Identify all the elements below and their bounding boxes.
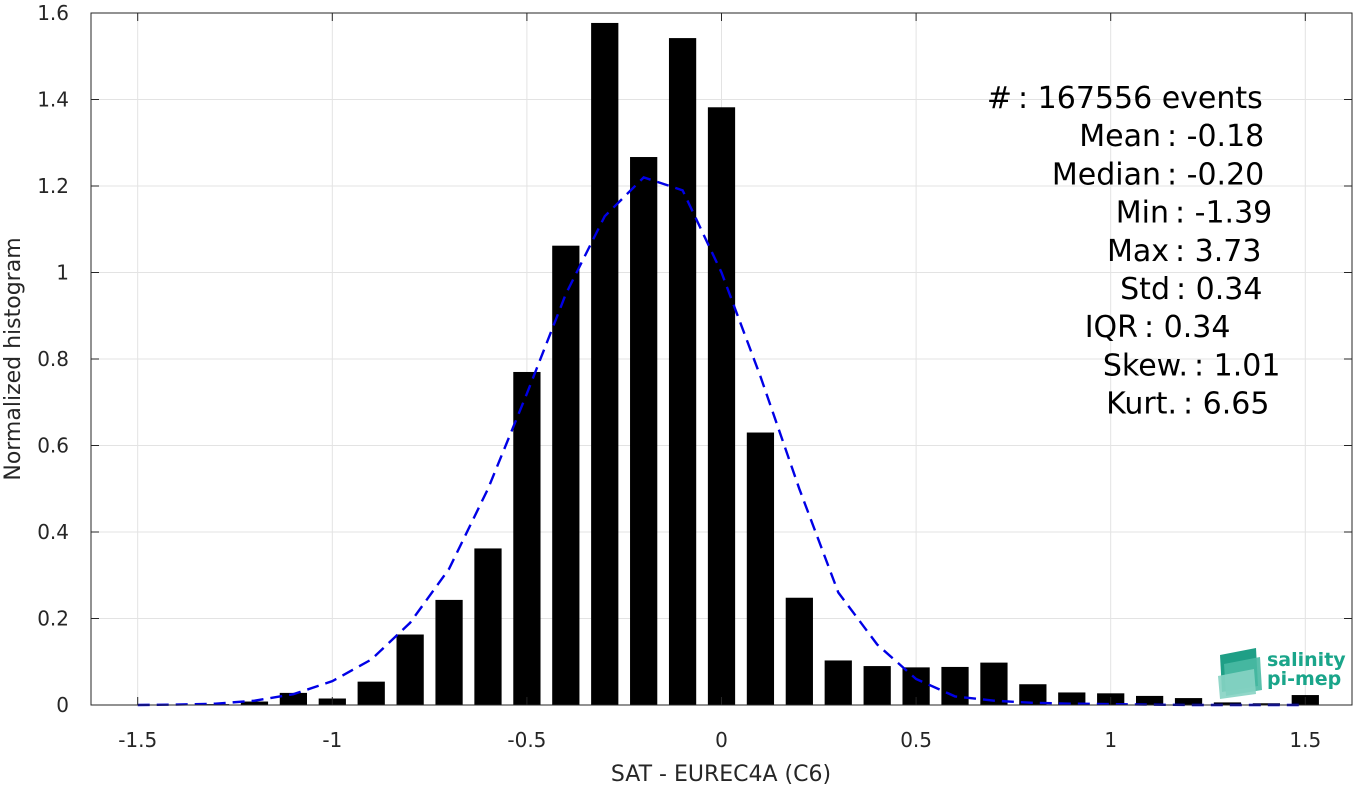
histogram-bar xyxy=(1174,698,1203,705)
y-axis-label: Normalized histogram xyxy=(1,237,26,480)
stat-value: : 6.65 xyxy=(1183,387,1269,422)
stat-value: : 1.01 xyxy=(1194,348,1280,383)
histogram-bar xyxy=(1019,684,1047,705)
stat-label: IQR xyxy=(1085,310,1138,345)
stat-value: : 3.73 xyxy=(1175,234,1261,269)
histogram-bar xyxy=(1252,703,1280,705)
histogram-bar xyxy=(357,681,385,705)
stat-label: Min xyxy=(1116,196,1169,231)
histogram-bar xyxy=(941,666,969,705)
x-tick-label: -0.5 xyxy=(507,728,546,752)
stat-label: Kurt. xyxy=(1106,387,1177,422)
stat-value: : 167556 events xyxy=(1018,81,1263,116)
y-tick-label: 1 xyxy=(56,261,69,285)
stat-value: : -0.20 xyxy=(1167,157,1264,192)
stat-label: Skew. xyxy=(1103,348,1188,383)
stat-label: Median xyxy=(1052,157,1161,192)
logo-line2: pi-mep xyxy=(1267,668,1341,690)
histogram-bar xyxy=(474,548,502,705)
y-tick-label: 0.2 xyxy=(37,607,69,631)
histogram-bar xyxy=(1213,702,1242,705)
x-tick-label: 0 xyxy=(715,728,728,752)
x-tick-label: 0.5 xyxy=(900,728,932,752)
histogram-bar xyxy=(668,38,697,705)
gaussian-fit-curve xyxy=(137,176,1306,707)
histogram-bar xyxy=(630,157,658,705)
histogram-bar xyxy=(1058,692,1086,705)
stat-value: : 0.34 xyxy=(1176,272,1262,307)
y-tick-label: 1.6 xyxy=(37,1,69,25)
x-tick-label: 1.5 xyxy=(1289,728,1321,752)
histogram-bar xyxy=(824,660,852,705)
histogram-bar xyxy=(785,597,813,705)
stat-value: : -0.18 xyxy=(1167,119,1264,154)
x-tick-label: 1 xyxy=(1104,728,1117,752)
histogram-bar xyxy=(396,634,424,705)
stat-value: : -1.39 xyxy=(1175,196,1272,231)
y-tick-label: 1.2 xyxy=(37,174,69,198)
x-axis-label: SAT - EUREC4A (C6) xyxy=(611,762,831,785)
y-tick-label: 0.4 xyxy=(37,520,69,544)
logo-line1: salinity xyxy=(1267,649,1346,671)
histogram-bar xyxy=(435,599,463,705)
y-tick-label: 0.6 xyxy=(37,434,69,458)
histogram-bar xyxy=(513,371,541,705)
histogram-bar xyxy=(279,692,308,705)
histogram-bar xyxy=(552,245,580,705)
histogram-bar xyxy=(240,701,269,705)
y-tick-label: 1.4 xyxy=(37,88,69,112)
histogram-bars xyxy=(201,22,1319,705)
logo-mark xyxy=(1218,648,1262,699)
stat-value: : 0.34 xyxy=(1144,310,1230,345)
histogram-bar xyxy=(591,22,619,705)
histogram-bar xyxy=(746,432,775,705)
y-tick-label: 0 xyxy=(56,693,69,717)
stat-label: Max xyxy=(1107,234,1169,269)
histogram-bar xyxy=(863,666,891,705)
histogram-bar xyxy=(1135,695,1164,705)
stat-label: Std xyxy=(1120,272,1170,307)
salinity-pi-mep-logo: salinity pi-mep xyxy=(1218,648,1346,699)
tick-labels: -1.5 -1 -0.5 0 0.5 1 1.5 0 0.2 0.4 0.6 0.8 1 1.2 1.4 1.… xyxy=(37,1,1321,752)
y-tick-label: 0.8 xyxy=(37,347,69,371)
x-tick-label: -1 xyxy=(322,728,342,752)
stat-label: # xyxy=(987,81,1012,116)
histogram-bar xyxy=(707,107,736,705)
axes-frame xyxy=(90,12,1353,706)
stat-label: Mean xyxy=(1079,119,1161,154)
x-tick-label: -1.5 xyxy=(118,728,157,752)
histogram-bar xyxy=(980,662,1008,705)
